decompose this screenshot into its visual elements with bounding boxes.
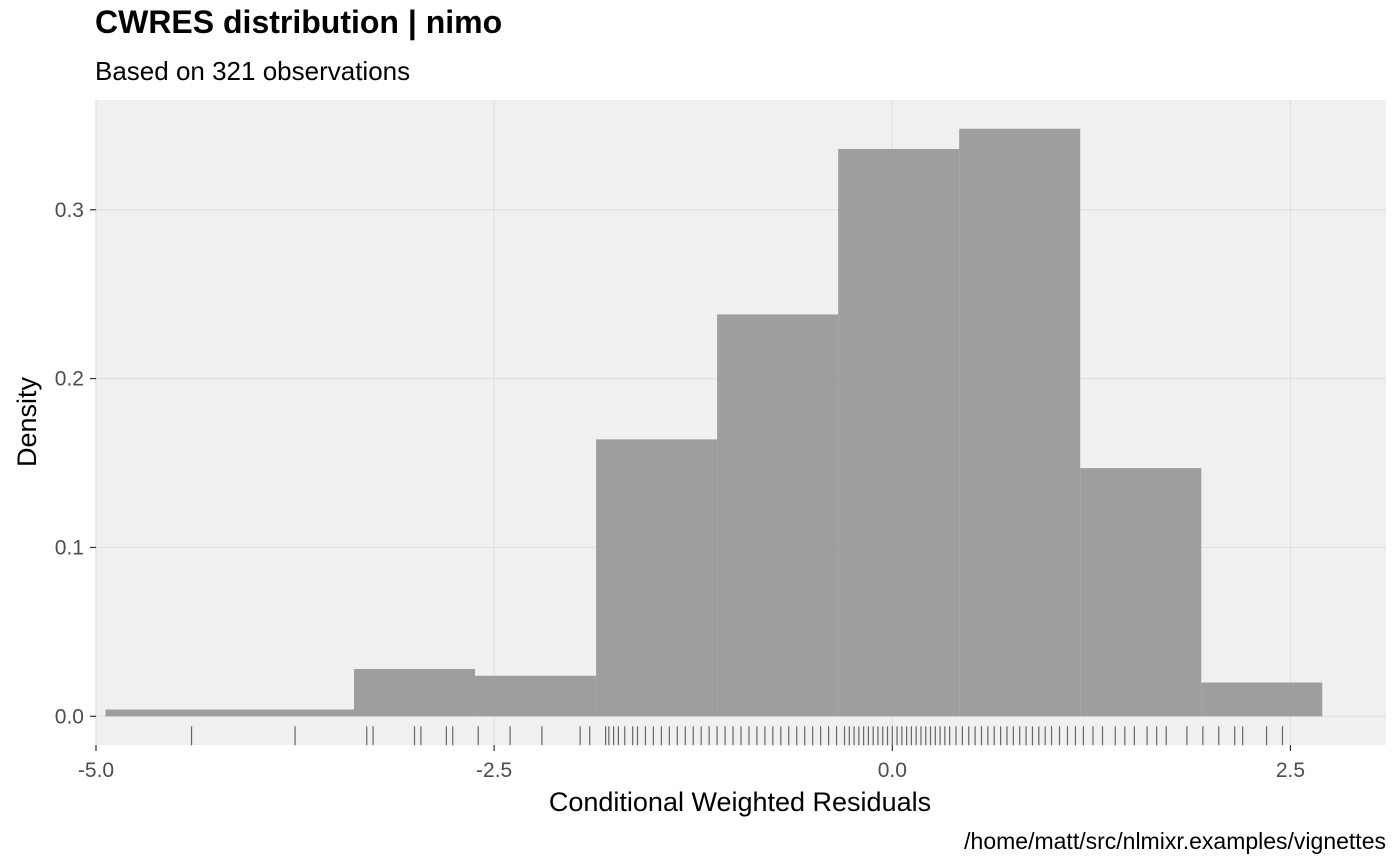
- y-tick-label: 0.3: [55, 199, 84, 222]
- x-tick-label: 2.5: [1276, 759, 1305, 782]
- chart-subtitle: Based on 321 observations: [95, 56, 411, 86]
- y-tick-label: 0.0: [55, 705, 84, 728]
- x-tick-label: -2.5: [476, 759, 512, 782]
- histogram-bar: [596, 439, 718, 717]
- histogram-bar: [717, 314, 839, 717]
- axes: -5.0 -2.5 0.0 2.5 0.0 0.1 0.2 0.3: [55, 199, 1305, 782]
- x-axis-title: Conditional Weighted Residuals: [549, 787, 931, 817]
- chart-title: CWRES distribution | nimo: [95, 4, 503, 40]
- x-tick-label: -5.0: [78, 759, 114, 782]
- chart-caption: /home/matt/src/nlmixr.examples/vignettes: [964, 828, 1386, 854]
- y-tick-label: 0.2: [55, 368, 84, 391]
- histogram-bars: [105, 128, 1323, 717]
- x-tick-label: 0.0: [878, 759, 907, 782]
- histogram-bar: [105, 709, 354, 717]
- histogram-bar: [959, 128, 1081, 717]
- y-tick-label: 0.1: [55, 536, 84, 559]
- histogram-bar: [475, 675, 597, 717]
- histogram-bar: [1201, 682, 1323, 717]
- y-axis-title: Density: [12, 376, 42, 467]
- histogram-bar: [354, 669, 476, 717]
- histogram-bar: [838, 148, 960, 717]
- histogram-bar: [1080, 468, 1202, 717]
- rug-marks: [190, 726, 1284, 746]
